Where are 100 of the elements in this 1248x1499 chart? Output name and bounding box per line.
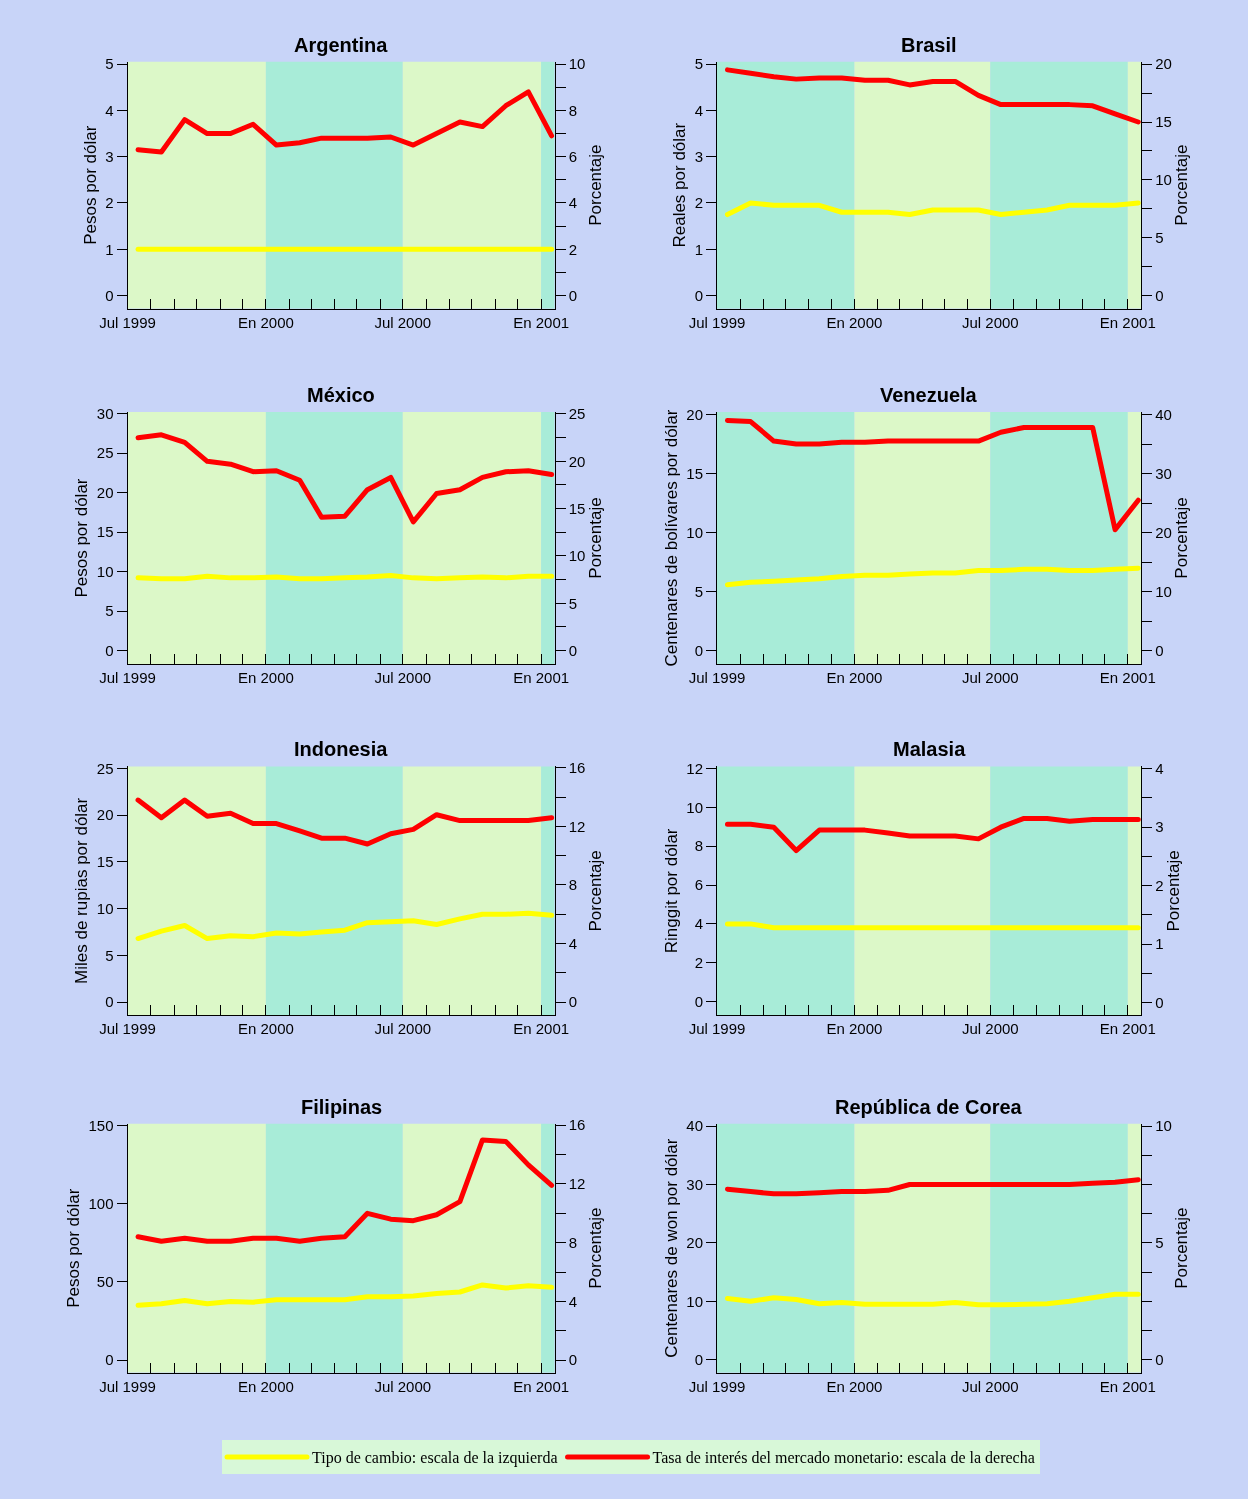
- y-tick-label: 20: [686, 1234, 703, 1252]
- y2-tick-label: 0: [568, 1351, 577, 1369]
- chart-title: Indonesia: [294, 738, 389, 760]
- y-tick-label: 12: [686, 759, 703, 777]
- y2-tick-label: 20: [1155, 55, 1172, 73]
- y-tick-label: 20: [96, 483, 114, 501]
- y2-tick-label: 16: [568, 1116, 586, 1134]
- x-tick-label: Jul 2000: [962, 313, 1019, 331]
- x-tick-label: En 2000: [237, 1377, 294, 1395]
- y-axis-title: Miles de rupias por dólar: [72, 797, 92, 984]
- y2-tick-label: 8: [568, 1233, 577, 1251]
- x-tick-label: Jul 1999: [688, 668, 746, 686]
- y-axis-title: Pesos por dólar: [64, 1188, 84, 1308]
- y2-tick-label: 0: [1155, 993, 1164, 1011]
- y2-tick-label: 25: [568, 405, 586, 423]
- x-tick-label: Jul 1999: [688, 313, 746, 331]
- x-tick-label: En 2000: [826, 668, 883, 686]
- y-tick-label: 0: [105, 993, 114, 1011]
- y-tick-label: 4: [694, 101, 703, 119]
- y2-tick-label: 0: [568, 993, 577, 1011]
- x-tick-label: Jul 2000: [374, 313, 432, 331]
- y-tick-label: 5: [105, 602, 114, 620]
- x-tick-label: Jul 1999: [99, 313, 156, 331]
- x-tick-label: Jul 2000: [374, 668, 432, 686]
- chart-title: Venezuela: [880, 384, 978, 406]
- y2-axis-title: Porcentaje: [1172, 497, 1192, 579]
- x-tick-label: En 2001: [513, 1020, 570, 1038]
- y-tick-label: 0: [105, 286, 114, 304]
- y2-tick-label: 40: [1155, 405, 1172, 423]
- y2-tick-label: 0: [1155, 287, 1164, 305]
- y2-tick-label: 10: [1155, 583, 1172, 601]
- y-tick-label: 15: [686, 464, 703, 482]
- x-tick-label: Jul 2000: [962, 1020, 1019, 1038]
- y-tick-label: 8: [694, 837, 703, 855]
- y-axis-title: Centenares de bolívares por dólar: [661, 409, 681, 667]
- y-tick-label: 10: [686, 523, 703, 541]
- y-tick-label: 10: [686, 798, 703, 816]
- y-tick-label: 20: [96, 806, 114, 824]
- y2-tick-label: 4: [568, 1292, 577, 1310]
- legend-label: Tipo de cambio: escala de la izquierda: [312, 1449, 558, 1468]
- y-tick-label: 10: [96, 562, 114, 580]
- y2-tick-label: 4: [568, 194, 577, 212]
- y-tick-label: 2: [694, 194, 703, 212]
- x-tick-label: En 2000: [237, 1020, 294, 1038]
- y-tick-label: 150: [88, 1116, 114, 1134]
- x-tick-label: Jul 1999: [688, 1020, 746, 1038]
- y-tick-label: 3: [694, 147, 703, 165]
- y2-tick-label: 8: [568, 876, 577, 894]
- y-tick-label: 30: [96, 404, 114, 422]
- x-tick-label: En 2000: [237, 313, 294, 331]
- y-axis-title: Reales por dólar: [670, 122, 690, 248]
- y-tick-label: 5: [694, 55, 703, 73]
- chart-title: México: [307, 384, 375, 406]
- y2-tick-label: 3: [1155, 818, 1164, 836]
- y2-tick-label: 0: [1155, 1350, 1164, 1368]
- y2-tick-label: 10: [1155, 1117, 1172, 1135]
- y2-tick-label: 10: [568, 547, 586, 565]
- x-tick-label: Jul 2000: [374, 1377, 432, 1395]
- y-tick-label: 25: [96, 759, 114, 777]
- y2-tick-label: 30: [1155, 464, 1172, 482]
- y2-axis-title: Porcentaje: [585, 144, 605, 226]
- y2-tick-label: 4: [1155, 760, 1164, 778]
- legend-label: Tasa de interés del mercado monetario: escala de la derecha: [652, 1449, 1035, 1467]
- y2-tick-label: 10: [1155, 171, 1172, 189]
- x-tick-label: En 2000: [826, 1377, 883, 1395]
- y-tick-label: 1: [694, 240, 703, 258]
- chart-title: Brasil: [901, 34, 957, 56]
- y2-tick-label: 12: [568, 1175, 586, 1193]
- x-tick-label: En 2000: [826, 1020, 883, 1038]
- y2-axis-title: Porcentaje: [1172, 1207, 1192, 1289]
- y-tick-label: 2: [105, 194, 114, 212]
- y-tick-label: 2: [694, 954, 703, 972]
- x-tick-label: En 2000: [826, 313, 883, 331]
- x-tick-label: En 2000: [237, 668, 294, 686]
- y-tick-label: 10: [96, 899, 114, 917]
- x-tick-label: Jul 2000: [374, 1020, 432, 1038]
- x-tick-label: Jul 1999: [99, 668, 156, 686]
- y2-axis-title: Porcentaje: [1163, 850, 1183, 932]
- y2-tick-label: 16: [568, 759, 586, 777]
- chart-title: Malasia: [893, 738, 967, 760]
- y-axis-title: Centenares de won por dólar: [661, 1138, 681, 1358]
- y2-axis-title: Porcentaje: [1172, 144, 1192, 226]
- chart-title: Filipinas: [301, 1096, 383, 1118]
- y-tick-label: 30: [686, 1175, 703, 1193]
- y-tick-label: 3: [105, 147, 114, 165]
- y-tick-label: 1: [105, 240, 114, 258]
- x-tick-label: Jul 1999: [99, 1020, 156, 1038]
- y-tick-label: 20: [686, 405, 703, 423]
- y-axis-title: Pesos por dólar: [80, 125, 100, 245]
- y-axis-title: Ringgit por dólar: [661, 828, 681, 954]
- y2-tick-label: 8: [568, 101, 577, 119]
- y-tick-label: 50: [96, 1273, 114, 1291]
- y-tick-label: 0: [694, 286, 703, 304]
- y2-tick-label: 4: [568, 934, 577, 952]
- y-tick-label: 0: [694, 992, 703, 1010]
- y-tick-label: 15: [96, 523, 114, 541]
- y2-tick-label: 20: [1155, 523, 1172, 541]
- chart-title: República de Corea: [835, 1096, 1023, 1118]
- y-tick-label: 0: [694, 1350, 703, 1368]
- y2-tick-label: 5: [568, 594, 577, 612]
